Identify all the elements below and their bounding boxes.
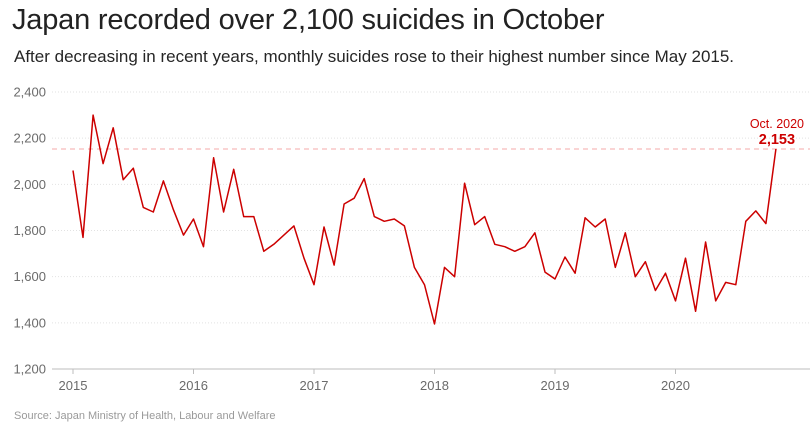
- source-note: Source: Japan Ministry of Health, Labour…: [14, 410, 276, 422]
- annotation-value: 2,153: [759, 132, 795, 148]
- y-tick-label: 1,200: [13, 362, 46, 377]
- x-axis: 2015 2016 2017 2018 2019 2020: [52, 368, 810, 393]
- series-group: [72, 114, 777, 325]
- annotation-group: Oct. 2020 2,153: [750, 117, 804, 148]
- annotation-label: Oct. 2020: [750, 117, 804, 131]
- x-tick-label: 2016: [179, 378, 208, 393]
- y-tick-label: 1,600: [13, 269, 46, 284]
- y-tick-label: 1,400: [13, 315, 46, 330]
- series-line: [72, 114, 777, 325]
- chart-subtitle: After decreasing in recent years, monthl…: [14, 47, 735, 66]
- y-axis: 1,200 1,400 1,600 1,800 2,000 2,200 2,400: [13, 85, 46, 377]
- y-tick-label: 2,000: [13, 177, 46, 192]
- grid-lines: [52, 91, 810, 324]
- x-tick-label: 2020: [661, 378, 690, 393]
- x-tick-label: 2017: [300, 378, 329, 393]
- y-tick-label: 1,800: [13, 223, 46, 238]
- y-tick-label: 2,200: [13, 131, 46, 146]
- x-tick-label: 2018: [420, 378, 449, 393]
- x-tick-label: 2015: [59, 378, 88, 393]
- chart-title: Japan recorded over 2,100 suicides in Oc…: [12, 4, 605, 36]
- y-tick-label: 2,400: [13, 85, 46, 100]
- x-tick-label: 2019: [541, 378, 570, 393]
